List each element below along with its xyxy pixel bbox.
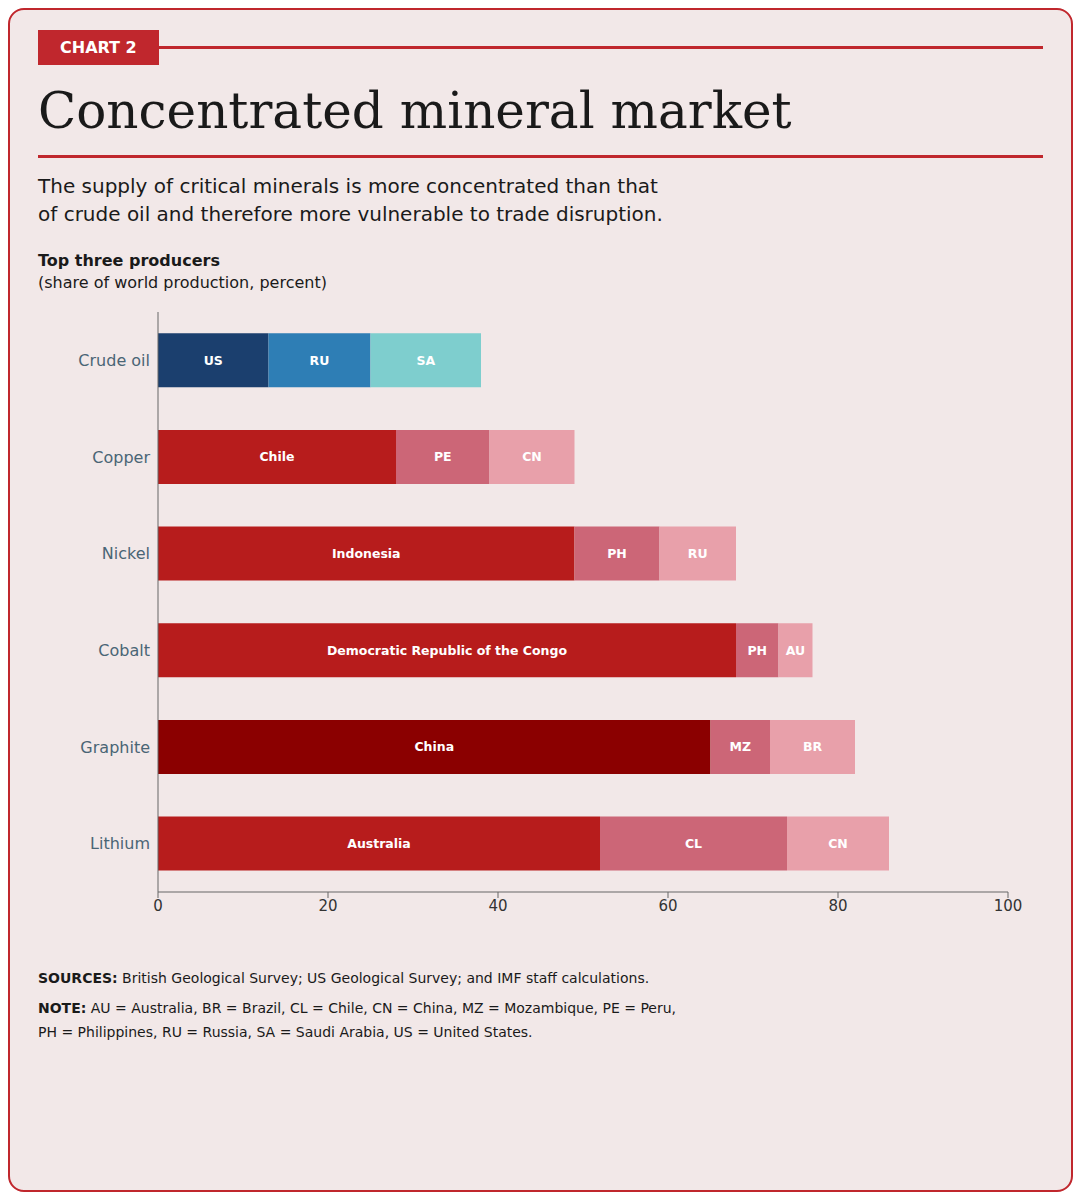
html-text:Concentrated mineral market: Concentrated mineral market [38, 82, 792, 140]
html-text:PH = Philippines, RU = Russia,: PH = Philippines, RU = Russia, SA = Saud… [38, 1024, 533, 1040]
svg-text:PH: PH [747, 643, 767, 658]
svg-text:RU: RU [310, 353, 330, 368]
svg-text:100: 100 [994, 897, 1023, 915]
svg-text:US: US [204, 353, 223, 368]
svg-text:80: 80 [828, 897, 847, 915]
html-text:of crude oil and therefore mor: of crude oil and therefore more vulnerab… [38, 202, 663, 226]
svg-text:Australia: Australia [347, 836, 411, 851]
svg-text:China: China [414, 739, 454, 754]
html-text:Top three producers: Top three producers [38, 251, 220, 270]
svg-text:Nickel: Nickel [102, 544, 150, 563]
html-text:(share of world production, pe: (share of world production, percent) [38, 273, 327, 292]
svg-text:Graphite: Graphite [80, 738, 150, 757]
svg-text:60: 60 [658, 897, 677, 915]
svg-text:CN: CN [828, 836, 848, 851]
svg-text:CN: CN [522, 449, 542, 464]
svg-text:Cobalt: Cobalt [98, 641, 150, 660]
svg-text:Crude oil: Crude oil [78, 351, 150, 370]
svg-text:Chile: Chile [259, 449, 294, 464]
svg-text:40: 40 [488, 897, 507, 915]
svg-text:RU: RU [688, 546, 708, 561]
svg-text:BR: BR [803, 739, 823, 754]
html-text:The supply of critical mineral: The supply of critical minerals is more … [38, 174, 658, 198]
svg-text:Copper: Copper [92, 448, 150, 467]
html-text:NOTE: AU = Australia, BR = Bra: NOTE: AU = Australia, BR = Brazil, CL = … [38, 1000, 676, 1016]
html-text:CHART 2: CHART 2 [60, 38, 137, 57]
svg-text:0: 0 [153, 897, 163, 915]
svg-text:PE: PE [434, 449, 452, 464]
svg-text:Indonesia: Indonesia [332, 546, 401, 561]
svg-text:Democratic Republic of the Con: Democratic Republic of the Congo [327, 643, 567, 658]
svg-text:SA: SA [416, 353, 435, 368]
svg-text:Lithium: Lithium [90, 834, 150, 853]
svg-text:MZ: MZ [729, 739, 751, 754]
svg-text:CL: CL [685, 836, 702, 851]
svg-text:PH: PH [607, 546, 627, 561]
svg-text:20: 20 [318, 897, 337, 915]
html-text:SOURCES: British Geological Su: SOURCES: British Geological Survey; US G… [38, 970, 650, 986]
svg-text:AU: AU [786, 643, 805, 658]
